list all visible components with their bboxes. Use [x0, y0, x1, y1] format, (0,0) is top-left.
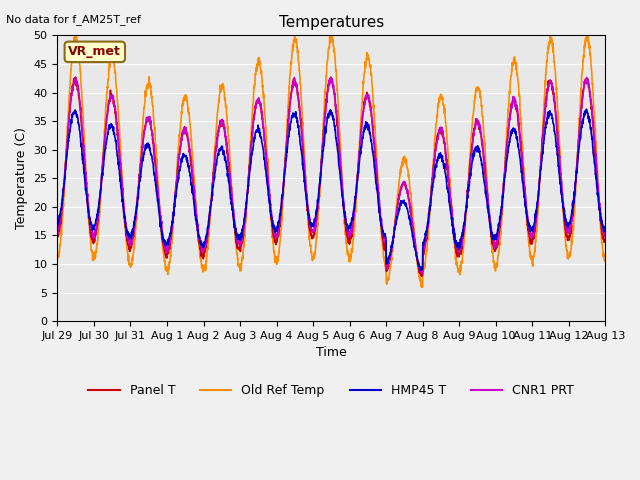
Text: VR_met: VR_met [68, 45, 121, 59]
X-axis label: Time: Time [316, 347, 347, 360]
Legend: Panel T, Old Ref Temp, HMP45 T, CNR1 PRT: Panel T, Old Ref Temp, HMP45 T, CNR1 PRT [83, 379, 579, 402]
Title: Temperatures: Temperatures [279, 15, 384, 30]
Y-axis label: Temperature (C): Temperature (C) [15, 127, 28, 229]
Text: No data for f_AM25T_ref: No data for f_AM25T_ref [6, 14, 141, 25]
